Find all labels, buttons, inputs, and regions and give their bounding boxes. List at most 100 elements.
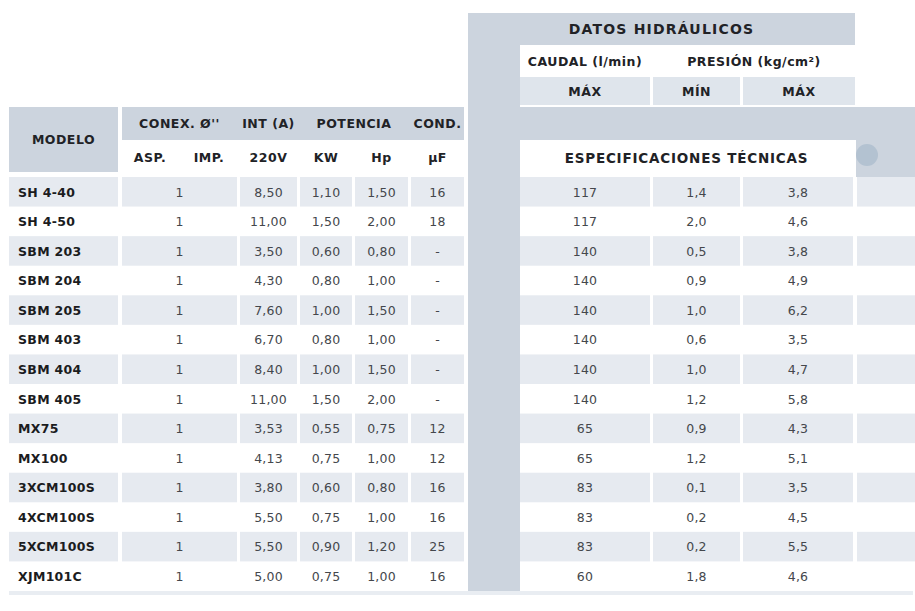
cell-kw: 0,60	[300, 236, 352, 266]
cell-hp: 1,20	[355, 532, 408, 561]
cell-kw: 0,75	[300, 443, 352, 473]
cell-conex: 1	[122, 561, 237, 591]
cell-caudal-max: 60	[520, 561, 650, 591]
cell-uf: 25	[411, 532, 464, 561]
cell-presion-max: 3,5	[743, 473, 853, 502]
col-header-hp: Hp	[355, 143, 408, 172]
cell-modelo: SH 4-50	[9, 207, 127, 236]
cell-hp: 0,75	[355, 414, 408, 443]
cell-220v: 5,50	[240, 502, 297, 532]
cell-presion-min: 0,2	[653, 502, 740, 532]
left-table-body: SH 4-40 1 8,50 1,10 1,50 16 SH 4-50 1 11…	[9, 177, 464, 591]
cell-presion-max: 3,8	[743, 236, 853, 266]
col-header-presion-min: MÍN	[653, 77, 740, 105]
col-header-presion: PRESIÓN (kg/cm²)	[653, 47, 855, 75]
cell-uf: -	[411, 295, 464, 325]
cell-presion-min: 1,0	[653, 295, 740, 325]
hydraulic-title: DATOS HIDRÁULICOS	[468, 13, 855, 45]
cell-presion-max: 4,6	[743, 207, 853, 236]
cell-modelo: SBM 203	[9, 236, 127, 266]
cell-kw: 0,60	[300, 473, 352, 502]
col-header-int: INT (A)	[240, 107, 297, 140]
cell-modelo: MX75	[9, 414, 127, 443]
col-header-modelo: MODELO	[9, 107, 118, 172]
cell-uf: -	[411, 266, 464, 295]
cell-presion-max: 4,9	[743, 266, 853, 295]
cell-uf: -	[411, 354, 464, 384]
cell-uf: 18	[411, 207, 464, 236]
cell-220v: 11,00	[240, 384, 297, 414]
cell-modelo: SBM 404	[9, 354, 127, 384]
col-header-potencia: POTENCIA	[300, 107, 408, 140]
table-bottom-edge	[9, 591, 913, 595]
cell-hp: 0,80	[355, 473, 408, 502]
cell-220v: 4,30	[240, 266, 297, 295]
cell-uf: 16	[411, 473, 464, 502]
cell-kw: 0,80	[300, 266, 352, 295]
cell-modelo: SH 4-40	[9, 177, 127, 207]
cell-presion-max: 4,6	[743, 561, 853, 591]
cell-conex: 1	[122, 207, 237, 236]
cell-presion-max: 3,8	[743, 177, 853, 207]
cell-hp: 1,00	[355, 443, 408, 473]
cell-220v: 5,50	[240, 532, 297, 561]
cell-uf: 16	[411, 561, 464, 591]
decorative-circle	[856, 144, 878, 166]
cell-presion-min: 0,9	[653, 414, 740, 443]
cell-modelo: 5XCM100S	[9, 532, 127, 561]
cell-presion-min: 0,5	[653, 236, 740, 266]
cell-kw: 0,90	[300, 532, 352, 561]
cell-conex: 1	[122, 236, 237, 266]
cell-caudal-max: 83	[520, 502, 650, 532]
col-header-imp: IMP.	[181, 143, 237, 172]
cell-presion-min: 1,4	[653, 177, 740, 207]
cell-hp: 1,50	[355, 295, 408, 325]
cell-caudal-max: 65	[520, 414, 650, 443]
cell-hp: 1,00	[355, 561, 408, 591]
cell-220v: 3,53	[240, 414, 297, 443]
cell-caudal-max: 140	[520, 384, 650, 414]
cell-caudal-max: 117	[520, 177, 650, 207]
cell-presion-max: 4,3	[743, 414, 853, 443]
cell-hp: 1,50	[355, 177, 408, 207]
left-spacer-strip	[468, 13, 520, 591]
cell-kw: 0,75	[300, 561, 352, 591]
cell-hp: 1,00	[355, 325, 408, 354]
col-header-asp: ASP.	[122, 143, 178, 172]
cell-presion-min: 1,2	[653, 384, 740, 414]
cell-caudal-max: 83	[520, 473, 650, 502]
right-header-band	[468, 107, 915, 140]
cell-220v: 8,50	[240, 177, 297, 207]
cell-220v: 3,50	[240, 236, 297, 266]
cell-220v: 6,70	[240, 325, 297, 354]
cell-modelo: 4XCM100S	[9, 502, 127, 532]
cell-uf: 16	[411, 177, 464, 207]
cell-presion-min: 0,2	[653, 532, 740, 561]
cell-presion-min: 0,9	[653, 266, 740, 295]
cell-uf: -	[411, 236, 464, 266]
cell-hp: 2,00	[355, 384, 408, 414]
cell-caudal-max: 65	[520, 443, 650, 473]
cell-conex: 1	[122, 443, 237, 473]
cell-hp: 1,50	[355, 354, 408, 384]
cell-hp: 1,00	[355, 502, 408, 532]
cell-uf: -	[411, 384, 464, 414]
col-header-caudal-max: MÁX	[520, 77, 650, 105]
cell-caudal-max: 140	[520, 266, 650, 295]
cell-uf: 12	[411, 414, 464, 443]
cell-modelo: SBM 205	[9, 295, 127, 325]
cell-conex: 1	[122, 532, 237, 561]
cell-presion-min: 1,0	[653, 354, 740, 384]
cell-uf: -	[411, 325, 464, 354]
cell-kw: 0,75	[300, 502, 352, 532]
cell-presion-max: 4,5	[743, 502, 853, 532]
col-header-conex: CONEX. Ø''	[122, 107, 237, 140]
cell-220v: 5,00	[240, 561, 297, 591]
cell-modelo: MX100	[9, 443, 127, 473]
cell-kw: 0,55	[300, 414, 352, 443]
cell-modelo: XJM101C	[9, 561, 127, 591]
cell-caudal-max: 140	[520, 295, 650, 325]
col-header-presion-max: MÁX	[743, 77, 855, 105]
cell-220v: 3,80	[240, 473, 297, 502]
spec-banner: ESPECIFICACIONES TÉCNICAS	[520, 143, 853, 172]
